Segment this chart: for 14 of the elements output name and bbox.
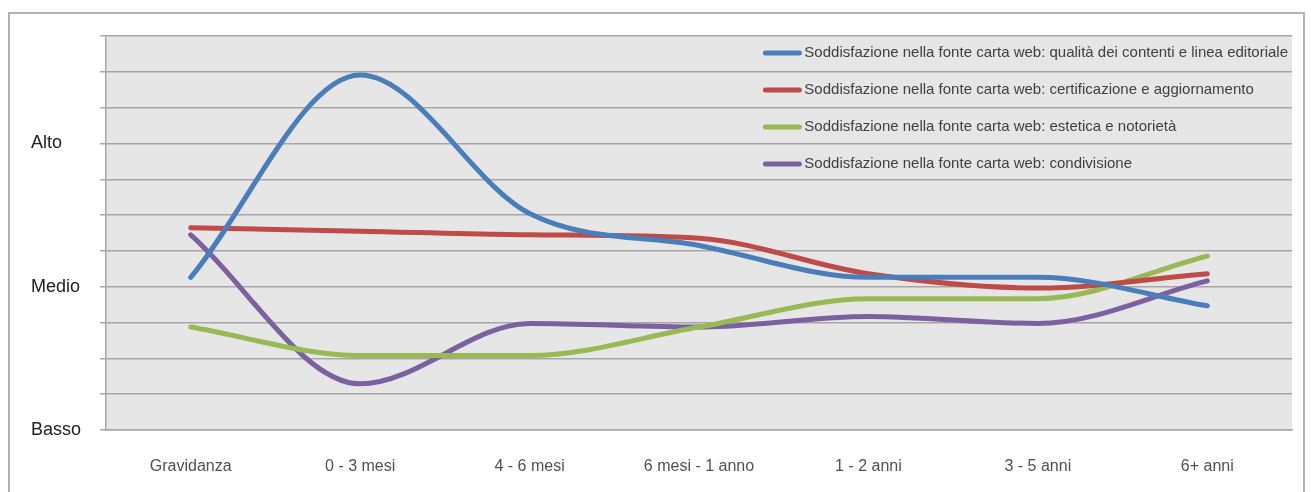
x-tick-label: 6+ anni [1180,457,1234,475]
x-tick-label: 6 mesi - 1 anno [643,457,755,475]
legend-label: Soddisfazione nella fonte carta web: qualità dei contenti e linea editoriale [804,43,1288,61]
x-tick-label: 0 - 3 mesi [325,457,396,475]
text: Medio [31,275,81,296]
x-tick-label: 4 - 6 mesi [494,457,565,475]
legend-label: Soddisfazione nella fonte carta web: certificazione e aggiornamento [804,80,1254,98]
legend-label: Soddisfazione nella fonte carta web: condivisione [804,154,1133,172]
text: Basso [31,418,82,439]
legend-label: Soddisfazione nella fonte carta web: estetica e notorietà [804,117,1177,135]
text: Alto [31,132,63,153]
x-tick-label: Gravidanza [149,457,232,475]
x-tick-label: 1 - 2 anni [835,457,902,475]
x-tick-label: 3 - 5 anni [1004,457,1072,475]
